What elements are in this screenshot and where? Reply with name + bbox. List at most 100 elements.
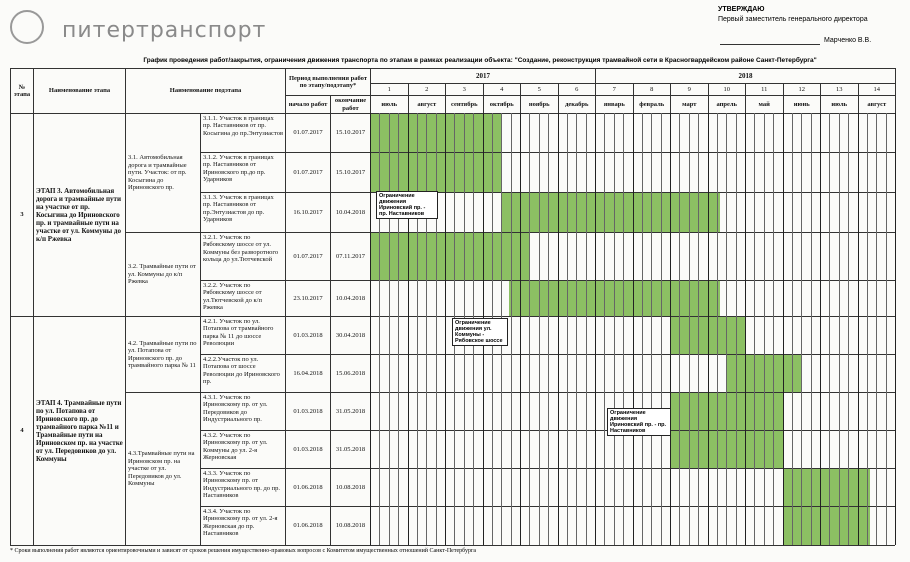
- grid-line: [782, 113, 784, 545]
- end-date: 10.04.2018: [330, 280, 371, 317]
- item-name: 3.2.1. Участок по Рябовскому шоссе от ул…: [200, 232, 286, 281]
- header-cell: № этапа: [10, 68, 34, 114]
- item-name: 4.3.4. Участок по Ириновскому пр. от ул.…: [200, 506, 286, 546]
- grid-line: [407, 113, 409, 545]
- group-name: 3.2. Трамвайные пути от ул. Коммуны до к…: [125, 232, 201, 317]
- item-name: 4.3.2. Участок по Ириновскому пр. от ул.…: [200, 430, 286, 469]
- start-date: 01.03.2018: [285, 392, 331, 431]
- grid-line: [801, 113, 803, 545]
- grid-line: [435, 113, 437, 545]
- approval-position: Первый заместитель генерального директор…: [718, 16, 868, 23]
- gantt-bar: [370, 233, 529, 280]
- bottom-line: [10, 545, 895, 546]
- grid-line: [398, 113, 400, 545]
- grid-line: [838, 113, 840, 545]
- month-name: январь: [595, 95, 634, 114]
- header-cell: Наименование этапа: [33, 68, 126, 114]
- month-name: ноябрь: [520, 95, 559, 114]
- grid-line: [754, 113, 756, 545]
- month-name: сентябрь: [445, 95, 484, 114]
- grid-line: [623, 113, 625, 545]
- end-date: 10.08.2018: [330, 506, 371, 546]
- end-date: 07.11.2017: [330, 232, 371, 281]
- grid-line: [651, 113, 653, 545]
- end-date: 15.10.2017: [330, 113, 371, 153]
- start-date: 01.07.2017: [285, 113, 331, 153]
- start-date: 01.06.2018: [285, 506, 331, 546]
- month-name: февраль: [632, 95, 671, 114]
- item-name: 4.2.1. Участок по ул. Потапова от трамва…: [200, 316, 286, 355]
- grid-line: [688, 113, 690, 545]
- start-date: 01.03.2018: [285, 316, 331, 355]
- item-name: 3.1.2. Участок в границах пр. Наставнико…: [200, 152, 286, 193]
- stage-name: ЭТАП 3. Автомобильная дорога и трамвайны…: [33, 113, 126, 317]
- month-name: декабрь: [557, 95, 596, 114]
- start-date: 01.07.2017: [285, 232, 331, 281]
- item-name: 4.3.1. Участок по Ириновскому пр. от ул.…: [200, 392, 286, 431]
- grid-line: [885, 113, 887, 545]
- stage-number: 3: [10, 113, 34, 317]
- grid-line: [445, 113, 446, 545]
- item-name: 3.1.3. Участок в границах пр. Наставнико…: [200, 192, 286, 233]
- grid-line: [585, 113, 587, 545]
- gantt-bar: [370, 153, 501, 192]
- grid-line: [876, 113, 878, 545]
- month-name: июль: [820, 95, 859, 114]
- end-date: 15.06.2018: [330, 354, 371, 393]
- grid-line: [604, 113, 606, 545]
- grid-line: [670, 113, 671, 545]
- month-name: август: [857, 95, 896, 114]
- gantt-bar: [370, 114, 501, 152]
- grid-line: [416, 113, 418, 545]
- footnote: * Сроки выполнения работ являются ориент…: [10, 548, 477, 554]
- month-name: июль: [370, 95, 409, 114]
- stage-name: ЭТАП 4. Трамвайные пути по ул. Потапова …: [33, 316, 126, 546]
- item-name: 4.3.3. Участок по Ириновскому пр. от Инд…: [200, 468, 286, 507]
- month-name: март: [670, 95, 709, 114]
- header-cell: начало работ: [285, 95, 331, 114]
- grid-line: [895, 113, 896, 545]
- item-name: 3.1.1. Участок в границах пр. Наставнико…: [200, 113, 286, 153]
- grid-line: [866, 113, 868, 545]
- month-name: октябрь: [482, 95, 521, 114]
- stage-number: 4: [10, 316, 34, 546]
- start-date: 23.10.2017: [285, 280, 331, 317]
- month-name: август: [407, 95, 446, 114]
- grid-line: [829, 113, 831, 545]
- gantt-bar: [782, 507, 870, 545]
- grid-line: [520, 113, 521, 545]
- start-date: 16.04.2018: [285, 354, 331, 393]
- header-cell: Наименование подэтапа: [125, 68, 286, 114]
- grid-line: [848, 113, 850, 545]
- restriction-note: Ограничение движения ул. Коммуны - Рябов…: [452, 318, 508, 347]
- month-name: май: [745, 95, 784, 114]
- end-date: 10.08.2018: [330, 468, 371, 507]
- end-date: 15.10.2017: [330, 152, 371, 193]
- month-name: июнь: [782, 95, 821, 114]
- grid-line: [426, 113, 428, 545]
- grid-line: [632, 113, 634, 545]
- end-date: 30.04.2018: [330, 316, 371, 355]
- logo-icon: [10, 10, 44, 44]
- grid-line: [745, 113, 746, 545]
- grid-line: [735, 113, 737, 545]
- end-date: 31.05.2018: [330, 392, 371, 431]
- grid-line: [641, 113, 643, 545]
- approval-signatory: Марченко В.В.: [824, 37, 872, 44]
- document-title: График проведения работ/закрытия, ограни…: [143, 57, 817, 64]
- grid-line: [810, 113, 812, 545]
- grid-line: [679, 113, 681, 545]
- grid-line: [595, 113, 596, 545]
- grid-line: [707, 113, 709, 545]
- header-cell: Период выполнения работ по этапу/подэтап…: [285, 68, 371, 96]
- grid-line: [388, 113, 390, 545]
- grid-line: [370, 113, 371, 545]
- grid-line: [548, 113, 550, 545]
- item-name: 4.2.2.Участок по ул. Потапова от шоссе Р…: [200, 354, 286, 393]
- header-cell: окончание работ: [330, 95, 371, 114]
- year-cell: 2017: [370, 68, 596, 84]
- grid-line: [566, 113, 568, 545]
- grid-line: [510, 113, 512, 545]
- month-name: апрель: [707, 95, 746, 114]
